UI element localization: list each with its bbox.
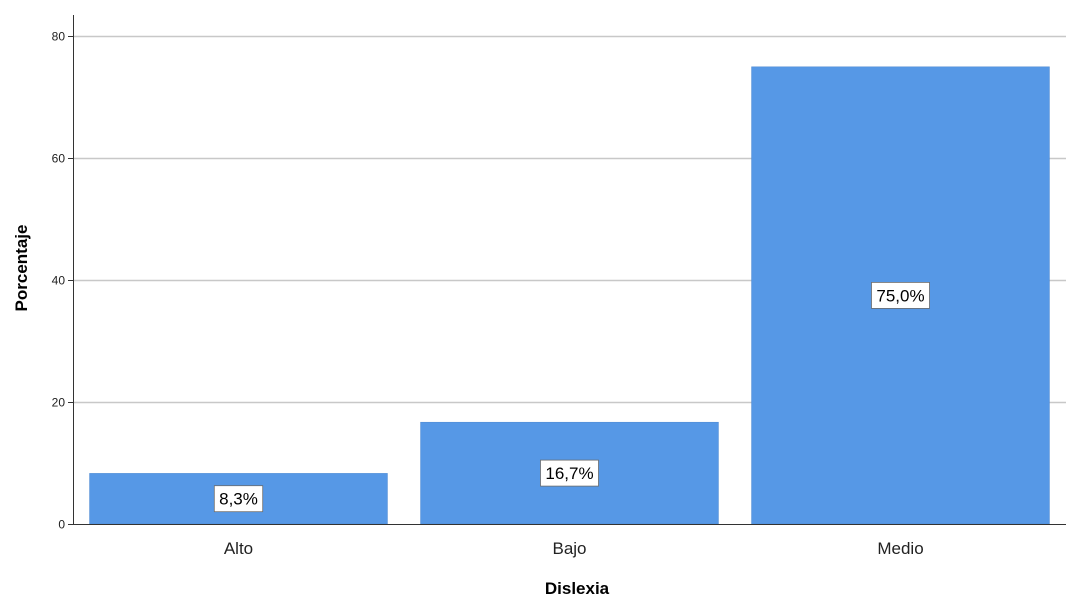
data-label-text: 8,3% (219, 490, 258, 509)
x-axis-title: Dislexia (545, 579, 610, 596)
data-label-text: 75,0% (876, 286, 924, 305)
axes-layer: 0 20 40 60 80 (52, 15, 1066, 532)
data-label: 8,3% (213, 485, 264, 513)
y-tick-label: 60 (52, 152, 66, 166)
x-tick-label: Alto (224, 539, 253, 558)
data-label-text: 16,7% (545, 464, 593, 483)
bars-layer (89, 66, 1050, 525)
labels-layer: Alto 8,3% Bajo 16,7% Medio 75,0% (213, 282, 930, 558)
data-label: 16,7% (540, 459, 599, 487)
data-label-box (540, 459, 599, 487)
y-tick-label: 80 (52, 30, 66, 44)
x-tick-label: Bajo (552, 539, 586, 558)
y-tick-label: 20 (52, 396, 66, 410)
data-label-box (871, 282, 930, 309)
data-label-box (213, 485, 264, 513)
y-tick-label: 0 (58, 518, 65, 532)
data-label: 75,0% (871, 282, 930, 309)
x-tick-label: Medio (877, 539, 923, 558)
y-tick-label: 40 (52, 274, 66, 288)
y-axis-title: Porcentaje (12, 225, 31, 312)
